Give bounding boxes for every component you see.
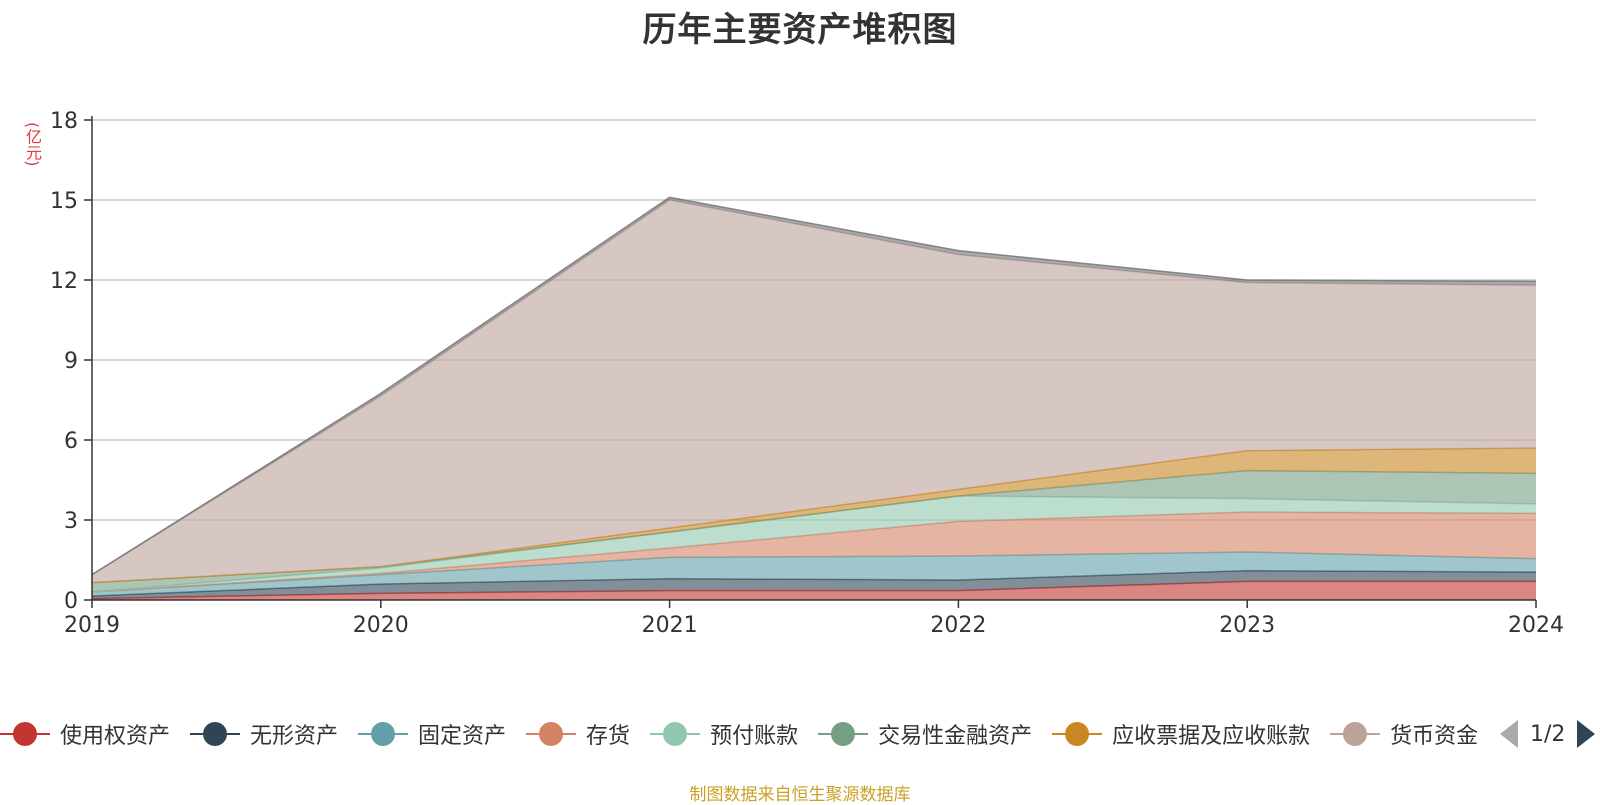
stacked-area-chart: 0 3 6 9 12 15 18 2019 2020 2021 2022 2023 2024 bbox=[50, 109, 1564, 638]
legend-swatch-icon bbox=[818, 721, 869, 747]
legend-swatch-dot bbox=[539, 722, 564, 746]
x-tick-label: 2023 bbox=[1219, 613, 1275, 638]
x-tick-label: 2019 bbox=[64, 613, 120, 638]
area-series-7 bbox=[92, 448, 1536, 583]
y-tick-label: 12 bbox=[50, 269, 78, 294]
area-series-line-9 bbox=[91, 196, 1537, 576]
y-tick-label: 6 bbox=[64, 429, 78, 454]
legend-item[interactable]: 预付账款 bbox=[650, 718, 798, 750]
legend-swatch-icon bbox=[526, 721, 577, 747]
legend-swatch-dot bbox=[1343, 722, 1368, 746]
legend-item[interactable]: 货币资金 bbox=[1330, 718, 1478, 750]
legend-label: 货币资金 bbox=[1390, 724, 1479, 749]
legend-swatch-dot bbox=[203, 722, 228, 746]
x-tick-label: 2021 bbox=[642, 613, 698, 638]
legend-label: 预付账款 bbox=[710, 724, 799, 749]
legend-swatch-icon bbox=[1052, 721, 1103, 747]
x-tick-label: 2024 bbox=[1508, 613, 1564, 638]
legend-next-page-icon[interactable] bbox=[1577, 720, 1596, 748]
area-series-3 bbox=[92, 552, 1536, 596]
y-tick-label: 18 bbox=[50, 109, 78, 134]
x-tick-label: 2020 bbox=[353, 613, 409, 638]
legend-prev-page-icon[interactable] bbox=[1500, 720, 1518, 748]
legend-swatch-dot bbox=[831, 722, 856, 746]
y-tick-label: 3 bbox=[64, 509, 78, 534]
legend-label: 存货 bbox=[586, 724, 631, 749]
legend-item[interactable]: 固定资产 bbox=[358, 718, 506, 750]
x-tick-label: 2022 bbox=[930, 613, 986, 638]
legend-items-viewport: 使用权资产 无形资产 固定资产 存货 预付账款 交易性金融资产 应收票据及应收账款 货币资金 bbox=[0, 716, 1484, 752]
area-series-8 bbox=[92, 200, 1536, 583]
area-series-6 bbox=[92, 470, 1536, 592]
area-series-1 bbox=[92, 581, 1536, 600]
area-series-5 bbox=[92, 496, 1536, 592]
legend-label: 交易性金融资产 bbox=[878, 724, 1033, 749]
legend-label: 使用权资产 bbox=[60, 724, 171, 749]
legend-pager: 1/2 bbox=[1500, 716, 1596, 752]
legend-item[interactable]: 交易性金融资产 bbox=[818, 718, 1032, 750]
legend-swatch-icon bbox=[1330, 721, 1381, 747]
y-tick-label: 15 bbox=[50, 189, 78, 214]
chart-legend: 使用权资产 无形资产 固定资产 存货 预付账款 交易性金融资产 应收票据及应收账款 货币资金 … bbox=[0, 716, 1600, 752]
legend-swatch-dot bbox=[371, 722, 396, 746]
chart-title: 历年主要资产堆积图 bbox=[642, 10, 958, 50]
area-series-2 bbox=[92, 570, 1536, 599]
area-series-line-8 bbox=[91, 199, 1537, 576]
legend-items: 使用权资产 无形资产 固定资产 存货 预付账款 交易性金融资产 应收票据及应收账款 货币资金 bbox=[0, 716, 1484, 752]
legend-swatch-icon bbox=[0, 721, 50, 747]
data-source-note: 制图数据来自恒生聚源数据库 bbox=[689, 785, 911, 805]
legend-swatch-dot bbox=[13, 722, 37, 746]
y-tick-label: 0 bbox=[64, 589, 78, 614]
legend-item[interactable]: 使用权资产 bbox=[0, 718, 170, 750]
y-tick-label: 9 bbox=[64, 349, 78, 374]
legend-swatch-icon bbox=[650, 721, 701, 747]
legend-swatch-icon bbox=[190, 721, 241, 747]
legend-swatch-dot bbox=[663, 722, 688, 746]
legend-swatch-icon bbox=[358, 721, 409, 747]
legend-item[interactable]: 无形资产 bbox=[190, 718, 338, 750]
legend-item[interactable]: 应收票据及应收账款 bbox=[1052, 718, 1310, 750]
area-series-4 bbox=[92, 512, 1536, 592]
legend-swatch-dot bbox=[1065, 722, 1090, 746]
legend-label: 固定资产 bbox=[418, 724, 507, 749]
legend-label: 无形资产 bbox=[250, 724, 339, 749]
legend-item[interactable]: 存货 bbox=[526, 718, 630, 750]
y-axis-unit-label: (亿元) bbox=[23, 122, 42, 167]
legend-label: 应收票据及应收账款 bbox=[1112, 724, 1311, 749]
legend-page-indicator: 1/2 bbox=[1530, 721, 1566, 747]
